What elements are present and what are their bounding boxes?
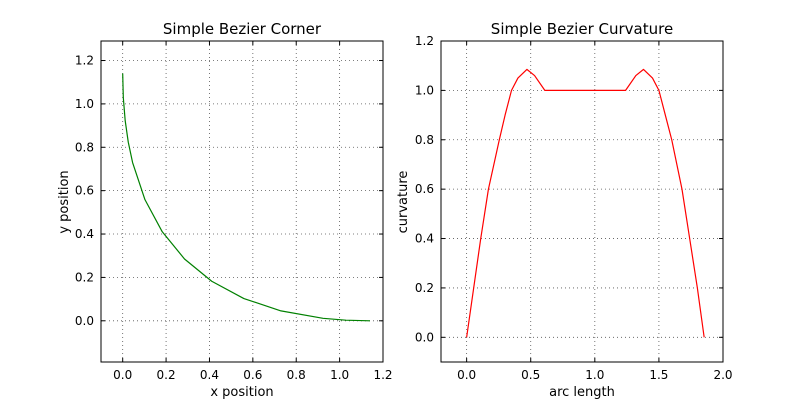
curvature-plot-ytick-label: 1.2 bbox=[415, 34, 434, 48]
corner-plot-frame bbox=[100, 40, 384, 363]
curvature-plot-xtick-label: 0.5 bbox=[521, 368, 540, 382]
curvature-plot-ylabel: curvature bbox=[396, 171, 411, 234]
curvature-plot-ytick-label: 0.4 bbox=[415, 232, 434, 246]
curvature-plot-xtick-label: 2.0 bbox=[713, 368, 732, 382]
curvature-plot-xtick-label: 1.5 bbox=[649, 368, 668, 382]
corner-plot-xtick-label: 0.8 bbox=[287, 368, 306, 382]
corner-plot-ytick-label: 0.6 bbox=[75, 184, 94, 198]
corner-plot-xtick-label: 0.0 bbox=[113, 368, 132, 382]
corner-plot-xlabel: x position bbox=[210, 385, 273, 400]
corner-plot-ylabel: y position bbox=[57, 170, 72, 233]
corner-plot-series-line bbox=[122, 73, 370, 322]
corner-plot-ytick-label: 0.8 bbox=[75, 140, 94, 154]
curvature-plot-ytick-label: 1.0 bbox=[415, 83, 434, 97]
corner-plot-xtick-label: 0.2 bbox=[157, 368, 176, 382]
curvature-plot-xtick-label: 0.0 bbox=[457, 368, 476, 382]
curvature-plot-ytick-label: 0.0 bbox=[415, 330, 434, 344]
curvature-plot-ytick-label: 0.6 bbox=[415, 182, 434, 196]
corner-plot: Simple Bezier Corner x position y positi… bbox=[57, 20, 393, 400]
corner-plot-xtick-label: 1.2 bbox=[373, 368, 392, 382]
curvature-plot-title: Simple Bezier Curvature bbox=[491, 20, 673, 38]
corner-plot-ytick-label: 0.0 bbox=[75, 314, 94, 328]
corner-plot-ytick-label: 0.2 bbox=[75, 270, 94, 284]
corner-plot-xtick-label: 0.6 bbox=[243, 368, 262, 382]
corner-plot-xtick-label: 0.4 bbox=[200, 368, 219, 382]
curvature-plot-ytick-label: 0.2 bbox=[415, 281, 434, 295]
corner-plot-xtick-label: 1.0 bbox=[330, 368, 349, 382]
corner-plot-ytick-label: 1.2 bbox=[75, 54, 94, 68]
corner-plot-title: Simple Bezier Corner bbox=[163, 20, 322, 38]
curvature-plot-ytick-label: 0.8 bbox=[415, 133, 434, 147]
corner-plot-ytick-label: 0.4 bbox=[75, 227, 94, 241]
curvature-plot-xtick-label: 1.0 bbox=[585, 368, 604, 382]
curvature-plot-series-line bbox=[466, 68, 705, 338]
curvature-plot-frame bbox=[440, 40, 724, 363]
curvature-plot-xlabel: arc length bbox=[549, 385, 615, 400]
curvature-plot: Simple Bezier Curvature arc length curva… bbox=[396, 20, 733, 400]
corner-plot-ytick-label: 1.0 bbox=[75, 97, 94, 111]
